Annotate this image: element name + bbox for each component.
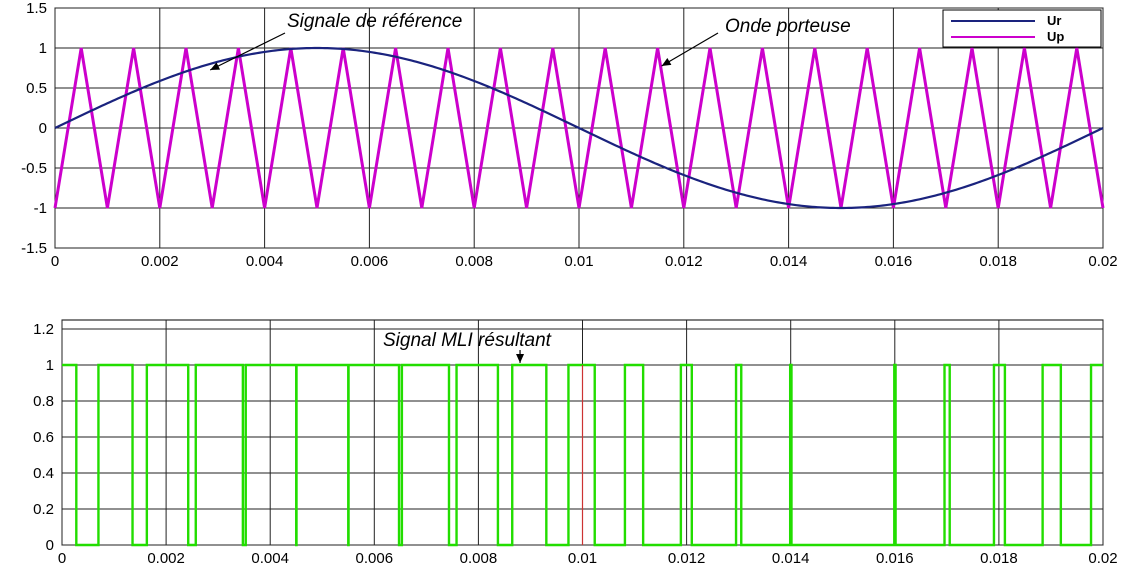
y-tick-label: 0.8 [33,393,54,410]
x-tick-label: 0.018 [980,550,1018,567]
x-tick-label: 0.016 [875,253,913,270]
pwm-signal-line [62,363,1103,547]
y-tick-label: 1 [39,40,47,57]
top-y-tick-labels: -1.5 -1 -0.5 0 0.5 1 1.5 [21,0,47,257]
bottom-x-tick-labels: 0 0.002 0.004 0.006 0.008 0.01 0.012 0.014 0.016… [58,550,1118,567]
y-tick-label: 1.5 [26,0,47,17]
y-tick-label: 0.6 [33,429,54,446]
x-tick-label: 0.006 [351,253,389,270]
x-tick-label: 0.01 [564,253,593,270]
top-annotations: Signale de référence Onde porteuse [209,11,851,71]
x-tick-label: 0.02 [1088,253,1117,270]
x-tick-label: 0.002 [147,550,185,567]
annotation-reference-arrow-line [209,32,286,71]
annotation-reference-label: Signale de référence [287,11,462,32]
annotation-pwm-arrow-head [516,354,525,363]
reference-wave-line [54,46,1104,210]
top-series [53,46,1105,210]
bottom-y-tick-labels: 0 0.2 0.4 0.6 0.8 1 1.2 [33,321,54,554]
y-tick-label: 0 [39,120,47,137]
y-tick-label: -1.5 [21,240,47,257]
y-tick-label: 0 [46,537,54,554]
y-tick-label: 0.5 [26,80,47,97]
x-tick-label: 0.014 [772,550,810,567]
x-tick-label: 0.008 [460,550,498,567]
annotation-carrier-arrow-line [661,32,719,67]
x-tick-label: 0.012 [668,550,706,567]
x-tick-label: 0.004 [246,253,284,270]
x-tick-label: 0.002 [141,253,179,270]
x-tick-label: 0.004 [251,550,289,567]
x-tick-label: 0.012 [665,253,703,270]
carrier-wave-line [53,47,1105,209]
annotation-carrier-arrow-head [661,58,672,66]
legend-label-up: Up [1047,29,1064,44]
y-tick-label: -1 [34,200,47,217]
y-tick-label: 0.4 [33,465,54,482]
x-tick-label: 0 [51,253,59,270]
y-tick-label: 1.2 [33,321,54,338]
bottom-annotations: Signal MLI résultant [383,330,552,363]
annotation-pwm-label: Signal MLI résultant [383,330,552,351]
x-tick-label: 0.014 [770,253,808,270]
bottom-chart: 0 0.002 0.004 0.006 0.008 0.01 0.012 0.014 0.016… [33,319,1118,567]
bottom-series [62,363,1103,547]
y-tick-label: -0.5 [21,160,47,177]
x-tick-label: 0.01 [568,550,597,567]
top-chart: 0 0.002 0.004 0.006 0.008 0.01 0.012 0.014 0.016… [21,0,1117,270]
x-tick-label: 0.02 [1088,550,1117,567]
x-tick-label: 0.008 [455,253,493,270]
top-x-tick-labels: 0 0.002 0.004 0.006 0.008 0.01 0.012 0.014 0.016… [51,253,1118,270]
legend-label-ur: Ur [1047,13,1061,28]
annotation-reference-arrow-head [210,62,221,70]
x-tick-label: 0.016 [876,550,914,567]
x-tick-label: 0.006 [356,550,394,567]
y-tick-label: 0.2 [33,501,54,518]
x-tick-label: 0.018 [979,253,1017,270]
x-tick-label: 0 [58,550,66,567]
y-tick-label: 1 [46,357,54,374]
annotation-carrier-label: Onde porteuse [725,16,851,37]
legend-box [942,9,1102,48]
